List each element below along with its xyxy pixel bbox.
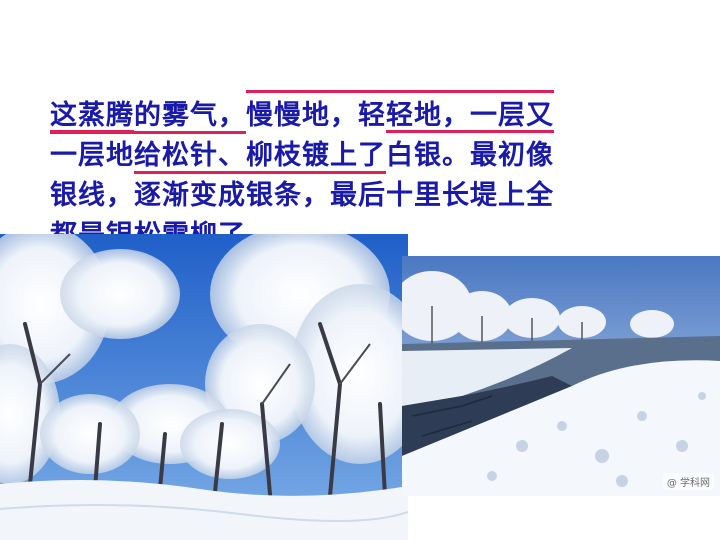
passage-segment: 这蒸腾的雾气， xyxy=(50,96,246,136)
passage-text: 这蒸腾的雾气，慢慢地，轻轻地，一层又 一层地给松针、柳枝镀上了白银。最初像 银线… xyxy=(50,90,650,256)
highlighted-phrase: 慢慢地，轻轻地， xyxy=(246,90,470,136)
highlighted-phrase: 一层又 xyxy=(470,90,554,136)
frosted-trees-photo xyxy=(0,234,408,540)
passage-line-3: 银线，逐渐变成银条，最后十里长堤上全 xyxy=(50,180,554,211)
passage-line-1: 这蒸腾的雾气，慢慢地，轻轻地，一层又 xyxy=(50,90,650,136)
frozen-river-photo: @ 学科网 xyxy=(402,256,720,496)
passage-segment: 给松针、柳枝镀上了 xyxy=(134,136,386,176)
watermark-text: @ 学科网 xyxy=(662,473,714,490)
frosted-trees-illustration xyxy=(0,234,408,540)
highlighted-phrase: 白银。最初像 xyxy=(386,130,554,176)
frozen-river-illustration xyxy=(402,256,720,496)
highlighted-phrase: 一层地 xyxy=(50,130,134,176)
passage-line-2: 一层地给松针、柳枝镀上了白银。最初像 xyxy=(50,130,650,176)
